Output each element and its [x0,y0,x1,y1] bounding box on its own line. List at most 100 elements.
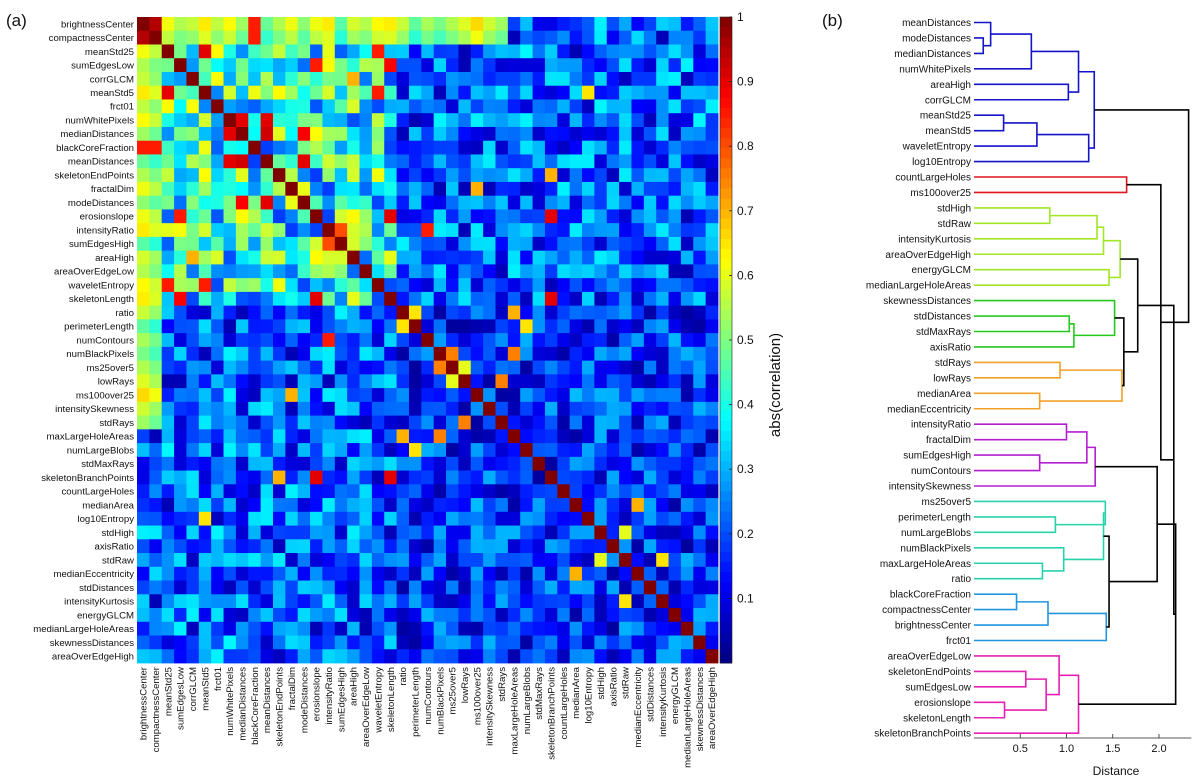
heatmap-cell [149,621,163,636]
heatmap-cell [198,346,212,362]
heatmap-cell [705,209,719,224]
column-label: ms100over25 [472,667,483,725]
heatmap-cell [668,443,682,458]
heatmap-cell [260,71,274,87]
heatmap-cell [137,360,150,375]
heatmap-cell [680,484,694,499]
heatmap-cell [693,566,707,581]
heatmap-cell [680,333,694,348]
heatmap-cell [693,511,707,526]
heatmap-cell [557,305,571,320]
heatmap-cell [606,456,620,471]
heatmap-cell [149,346,163,362]
heatmap-cell [137,71,150,87]
heatmap-cell [520,44,533,59]
heatmap-cell [433,621,447,636]
heatmap-cell [520,85,533,100]
heatmap-cell [285,44,299,59]
heatmap-cell [198,429,212,444]
heatmap-cell [433,195,447,210]
heatmap-cell [631,236,645,252]
heatmap-cell [656,113,669,128]
heatmap-cell [631,113,645,128]
heatmap-cell [186,99,200,114]
dendrogram-link [974,547,1065,572]
heatmap-cell [174,470,187,485]
heatmap-cell [384,470,397,485]
row-label: lowRays [98,377,134,388]
heatmap-cell [668,566,682,581]
row-label: intensityKurtosis [64,597,134,608]
heatmap-cell [446,374,459,389]
colorbar-segment [720,299,732,311]
heatmap-cell [520,181,533,197]
heatmap-cell [507,333,521,348]
heatmap-cell [235,360,249,375]
heatmap-cell [631,580,645,595]
heatmap-cell [347,44,360,59]
heatmap-cell [223,291,237,307]
colorbar-segment [720,138,732,149]
leaf-label: energyGLCM [912,265,971,276]
heatmap-cell [470,525,484,540]
heatmap-cell [532,85,546,100]
heatmap-cell [470,250,484,265]
heatmap-cell [483,154,496,169]
heatmap-cell [272,223,286,238]
heatmap-cell [384,223,397,238]
heatmap-cell [408,635,422,650]
heatmap-cell [643,511,657,526]
heatmap-cell [569,649,583,664]
heatmap-cell [310,649,323,664]
heatmap-cell [458,443,472,458]
heatmap-cell [507,484,521,499]
heatmap-cell [297,99,311,114]
heatmap-cell [693,17,707,32]
heatmap-cell [507,635,521,650]
heatmap-cell [544,17,558,32]
dendrogram-link [1094,109,1190,324]
heatmap-cell [483,333,496,348]
heatmap-cell [248,291,262,307]
heatmap-cell [619,181,632,197]
dendrogram-link [974,500,1107,526]
leaf-label: areaOverEdgeHigh [885,250,971,261]
heatmap-cell [693,498,707,513]
heatmap-cell [248,511,262,526]
heatmap-cell [680,360,694,375]
heatmap-cell [371,209,385,224]
heatmap-cell [680,181,694,197]
heatmap-cell [371,443,385,458]
heatmap-cell [285,333,299,348]
heatmap-cell [495,126,509,142]
heatmap-cell [421,498,435,513]
heatmap-cell [260,44,274,59]
heatmap-cell [495,635,509,650]
heatmap-cell [174,635,187,650]
heatmap-cell [643,223,657,238]
colorbar-segment [720,239,732,250]
heatmap-cell [248,85,262,100]
heatmap-cell [396,401,410,416]
heatmap-cell [149,608,163,623]
heatmap-cell [297,360,311,375]
heatmap-cell [272,333,286,348]
colorbar-segment [720,390,732,402]
heatmap-cell [507,291,521,307]
heatmap-cell [223,346,237,362]
heatmap-cell [248,388,262,403]
heatmap-cell [322,566,336,581]
heatmap-cell [310,319,323,334]
heatmap-cell [569,525,583,540]
heatmap-cell [582,113,595,128]
heatmap-cell [334,608,348,623]
heatmap-cell [557,250,571,265]
heatmap-cell [223,539,237,554]
heatmap-cell [693,58,707,73]
heatmap-cell [235,470,249,485]
heatmap-cell [248,580,262,595]
heatmap-cell [582,594,595,609]
heatmap-cell [396,44,410,59]
heatmap-cell [161,209,175,224]
heatmap-cell [619,71,632,87]
